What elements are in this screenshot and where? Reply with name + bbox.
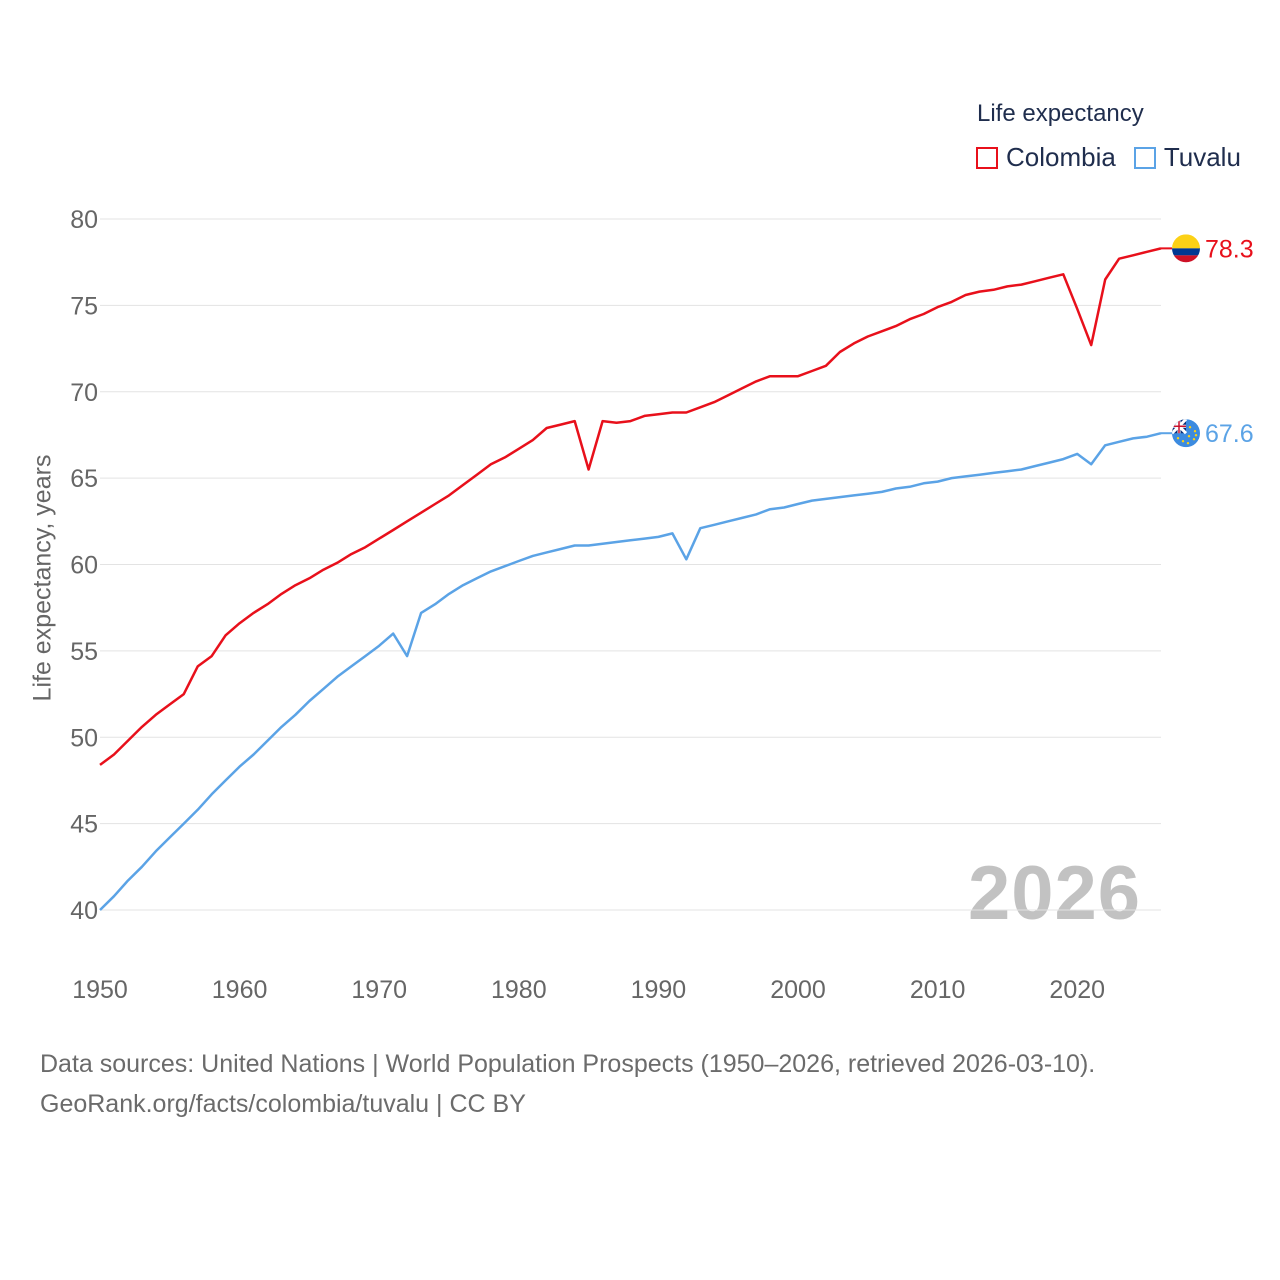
end-value-label-colombia: 78.3 xyxy=(1205,235,1254,263)
year-watermark: 2026 xyxy=(968,851,1142,936)
y-tick-label-50: 50 xyxy=(70,724,98,752)
series-lines xyxy=(99,247,1162,911)
legend-swatch-colombia xyxy=(976,146,998,169)
x-tick-label-2000: 2000 xyxy=(770,976,826,1004)
x-tick-label-1980: 1980 xyxy=(491,976,547,1004)
end-value-label-tuvalu: 67.6 xyxy=(1205,420,1254,448)
y-tick-label-45: 45 xyxy=(70,811,98,839)
y-tick-label-80: 80 xyxy=(70,206,98,234)
x-tick-label-1960: 1960 xyxy=(212,976,268,1004)
x-tick-label-1990: 1990 xyxy=(631,976,687,1004)
y-tick-label-65: 65 xyxy=(70,465,98,493)
x-tick-label-1950: 1950 xyxy=(72,976,128,1004)
legend-label-colombia: Colombia xyxy=(1006,142,1116,172)
legend-swatch-tuvalu xyxy=(1133,146,1156,169)
legend: Colombia Tuvalu xyxy=(976,142,1259,173)
series-end-markers: 78.3 67.6 xyxy=(1161,234,1254,448)
source-link-line[interactable]: GeoRank.org/facts/colombia/tuvalu | CC B… xyxy=(40,1090,526,1118)
legend-item-colombia[interactable]: Colombia xyxy=(976,142,1116,173)
legend-item-tuvalu[interactable]: Tuvalu xyxy=(1133,142,1241,173)
y-axis-ticks: 40 45 50 55 60 65 70 75 80 xyxy=(70,206,98,925)
x-tick-label-2010: 2010 xyxy=(910,976,966,1004)
legend-label-tuvalu: Tuvalu xyxy=(1163,142,1241,172)
y-tick-label-60: 60 xyxy=(70,552,98,580)
x-axis-ticks: 1950 1960 1970 1980 1990 2000 2010 2020 xyxy=(72,976,1105,1004)
tuvalu-flag-icon xyxy=(1172,419,1200,448)
series-line-tuvalu[interactable] xyxy=(99,431,1162,911)
y-tick-label-70: 70 xyxy=(70,379,98,407)
colombia-flag-icon xyxy=(1172,234,1200,263)
x-tick-label-2020: 2020 xyxy=(1049,976,1105,1004)
y-tick-label-75: 75 xyxy=(70,292,98,320)
source-note: Data sources: United Nations | World Pop… xyxy=(40,1044,1095,1124)
gridlines xyxy=(100,218,1161,911)
y-tick-label-40: 40 xyxy=(70,897,98,925)
y-tick-label-55: 55 xyxy=(70,638,98,666)
x-tick-label-1970: 1970 xyxy=(351,976,407,1004)
series-line-colombia[interactable] xyxy=(99,247,1162,766)
source-line-1: Data sources: United Nations | World Pop… xyxy=(40,1050,1096,1078)
legend-title: Life expectancy xyxy=(977,100,1144,127)
